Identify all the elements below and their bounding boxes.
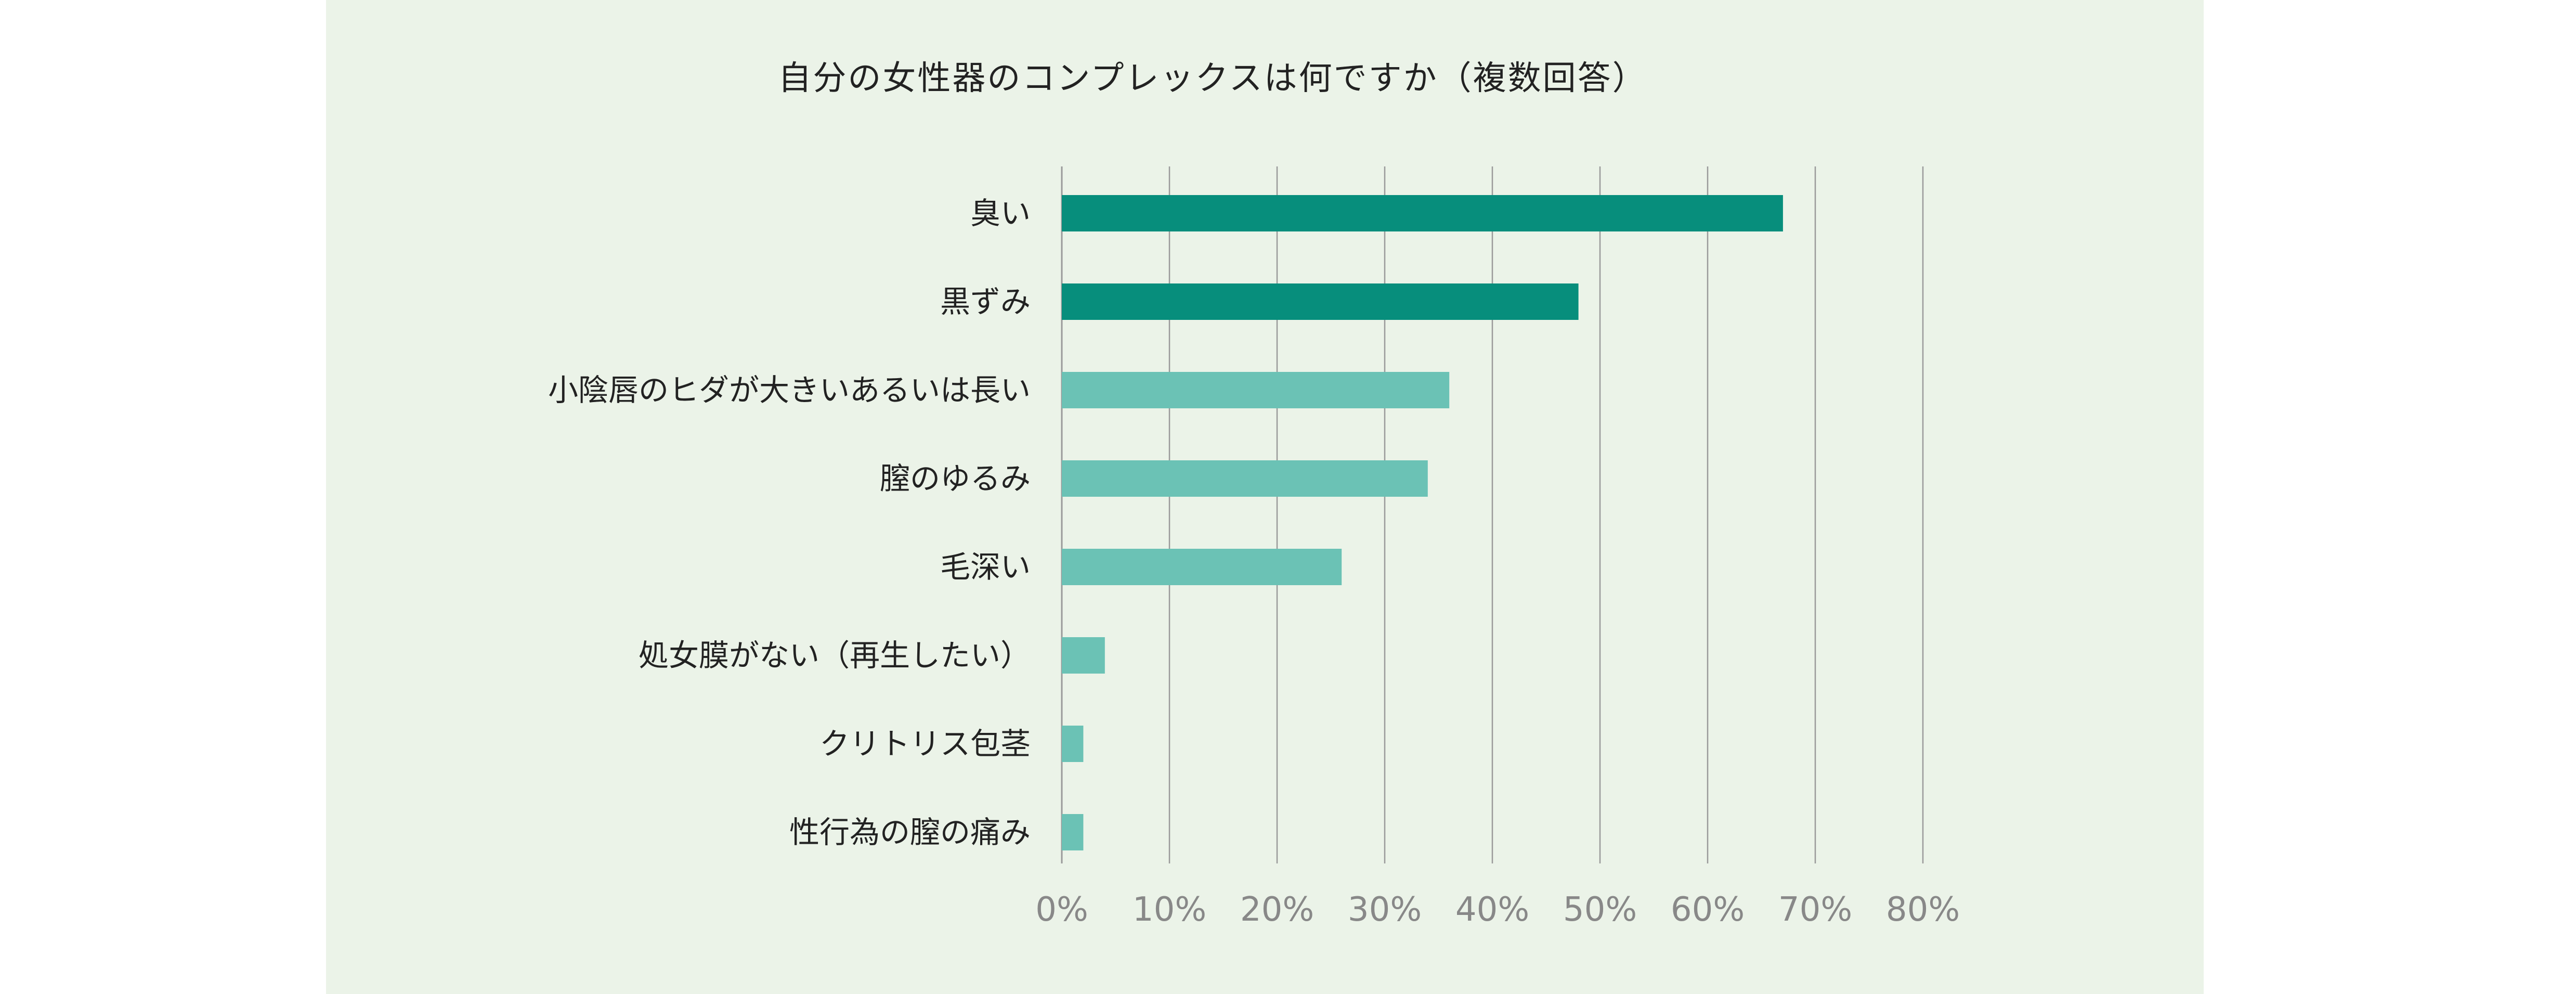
x-tick-label: 30% <box>1348 890 1422 929</box>
bar <box>1062 372 1450 408</box>
bar <box>1062 726 1084 762</box>
bar-chart: 自分の女性器のコンプレックスは何ですか（複数回答） 臭い黒ずみ小陰唇のヒダが大き… <box>548 59 1960 929</box>
bars <box>1062 195 1783 850</box>
x-tick-label: 60% <box>1671 890 1745 929</box>
x-tick-label: 40% <box>1455 890 1529 929</box>
category-label: クリトリス包茎 <box>819 726 1031 761</box>
category-label: 小陰唇のヒダが大きいあるいは長い <box>548 372 1031 408</box>
x-tick-label: 10% <box>1133 890 1206 929</box>
x-tick-label: 50% <box>1563 890 1637 929</box>
bar <box>1062 283 1579 320</box>
bar <box>1062 195 1783 231</box>
chart-title: 自分の女性器のコンプレックスは何ですか（複数回答） <box>778 59 1647 98</box>
x-tick-label: 0% <box>1035 890 1088 929</box>
bar <box>1062 814 1084 850</box>
category-label: 毛深い <box>940 549 1031 585</box>
chart-panel: 自分の女性器のコンプレックスは何ですか（複数回答） 臭い黒ずみ小陰唇のヒダが大き… <box>326 0 2204 994</box>
x-tick-label: 70% <box>1778 890 1852 929</box>
category-label: 性行為の膣の痛み <box>789 815 1031 850</box>
category-labels: 臭い黒ずみ小陰唇のヒダが大きいあるいは長い膣のゆるみ毛深い処女膜がない（再生した… <box>548 196 1031 850</box>
category-label: 黒ずみ <box>940 284 1031 319</box>
category-label: 処女膜がない（再生したい） <box>639 638 1031 673</box>
x-tick-label: 80% <box>1886 890 1960 929</box>
bar <box>1062 549 1342 585</box>
category-label: 臭い <box>970 196 1031 231</box>
grid-lines <box>1061 166 1924 863</box>
x-tick-label: 20% <box>1240 890 1314 929</box>
bar <box>1062 460 1428 497</box>
bar <box>1062 637 1105 674</box>
x-tick-labels: 0% 10% 20% 30% 40% 50% 60% 70% 80% <box>1035 890 1960 929</box>
category-label: 膣のゆるみ <box>880 461 1031 496</box>
